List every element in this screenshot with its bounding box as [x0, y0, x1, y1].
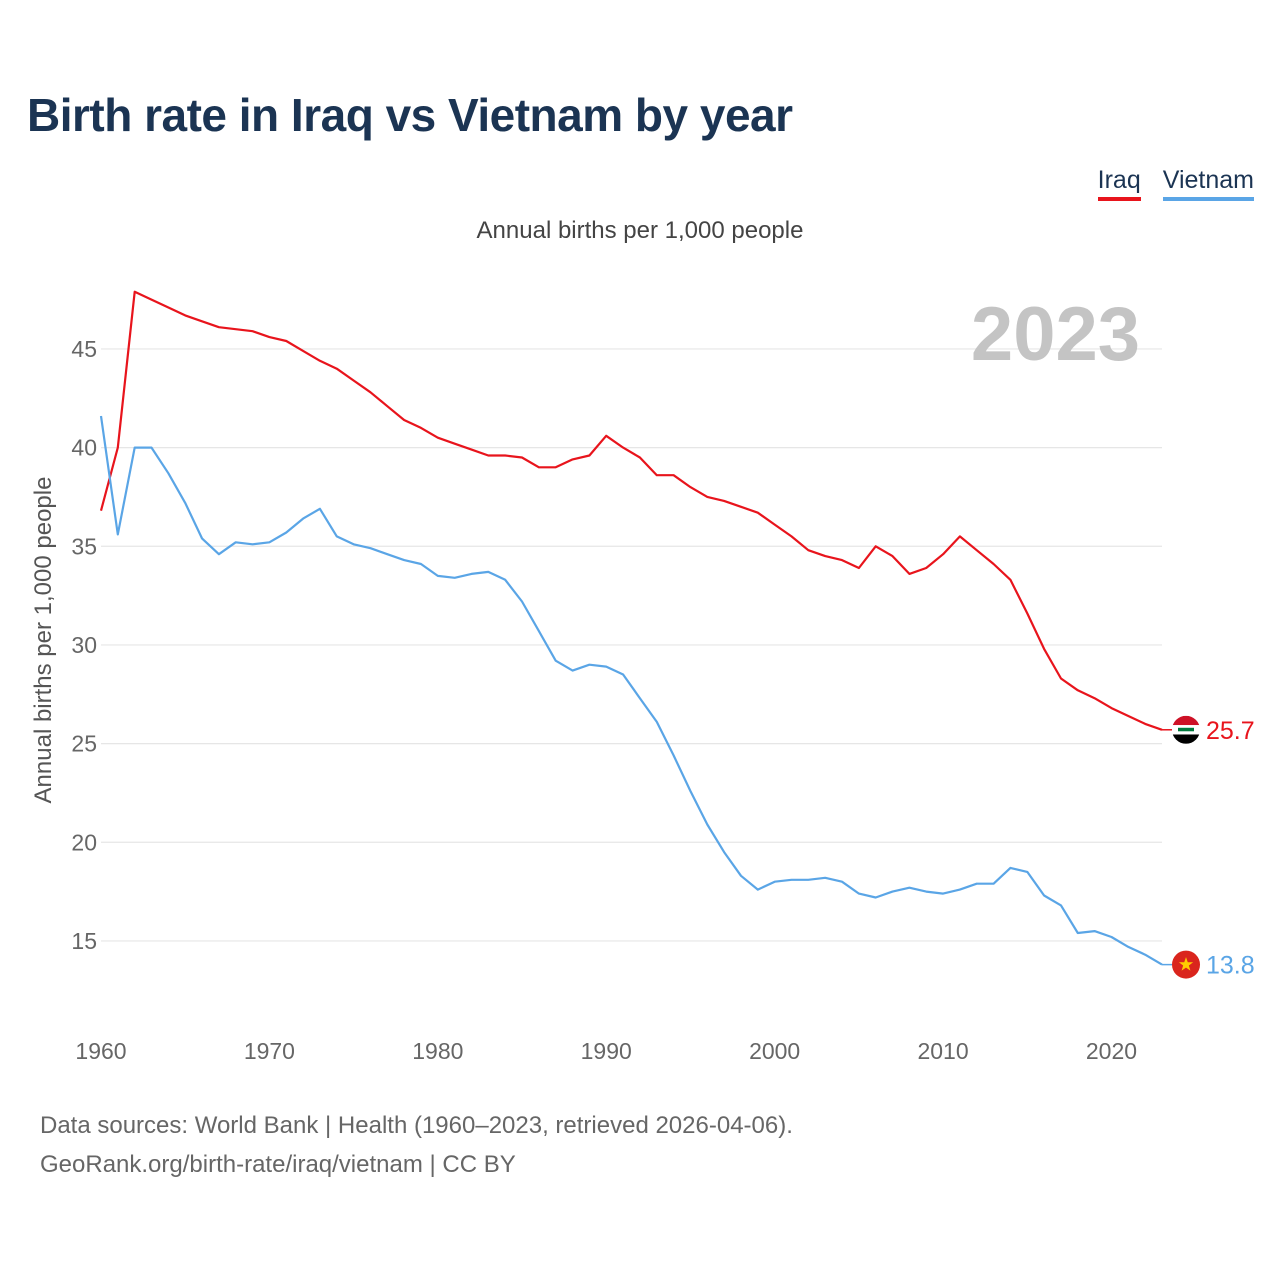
x-tick-label-1970: 1970 — [244, 1038, 295, 1064]
y-axis-title: Annual births per 1,000 people — [30, 477, 57, 804]
x-tick-label-2020: 2020 — [1086, 1038, 1137, 1064]
flag-iraq-icon — [1172, 715, 1200, 744]
series-line-iraq — [99, 290, 1163, 731]
grid-layer — [101, 348, 1162, 942]
markers-layer: 25.7 13.8 — [1162, 715, 1255, 980]
y-tick-label-20: 20 — [71, 829, 97, 855]
source-note: Data sources: World Bank | Health (1960–… — [40, 1112, 793, 1139]
y-tick-label-40: 40 — [71, 435, 97, 461]
legend-item-vietnam[interactable]: Vietnam — [1162, 166, 1254, 201]
y-tick-label-30: 30 — [71, 632, 97, 658]
end-value-label-iraq: 25.7 — [1206, 717, 1255, 745]
y-tick-label-45: 45 — [71, 336, 97, 362]
legend-item-iraq[interactable]: Iraq — [1097, 166, 1141, 201]
y-tick-label-25: 25 — [71, 731, 97, 757]
y-tick-label-15: 15 — [71, 928, 97, 954]
chart-title: Birth rate in Iraq vs Vietnam by year — [27, 89, 793, 141]
end-value-label-vietnam: 13.8 — [1206, 952, 1255, 980]
ticks-layer: 15 20 25 30 35 40 45 1960 1970 1980 1990 2000 2010 20… — [71, 336, 1137, 1064]
footer: Data sources: World Bank | Health (1960–… — [40, 1106, 793, 1184]
attribution-link[interactable]: GeoRank.org/birth-rate/iraq/vietnam | CC… — [40, 1151, 516, 1178]
x-tick-label-1960: 1960 — [75, 1038, 126, 1064]
x-tick-label-1980: 1980 — [412, 1038, 463, 1064]
x-tick-label-2010: 2010 — [917, 1038, 968, 1064]
x-tick-label-2000: 2000 — [749, 1038, 800, 1064]
chart-subtitle: Annual births per 1,000 people — [476, 217, 804, 244]
flag-vietnam-icon — [1172, 950, 1200, 979]
series-line-vietnam — [99, 415, 1163, 966]
legend: Iraq Vietnam — [1097, 166, 1254, 201]
x-tick-label-1990: 1990 — [581, 1038, 632, 1064]
year-label: 2023 — [971, 292, 1140, 377]
series-layer — [99, 290, 1163, 966]
y-tick-label-35: 35 — [71, 533, 97, 559]
